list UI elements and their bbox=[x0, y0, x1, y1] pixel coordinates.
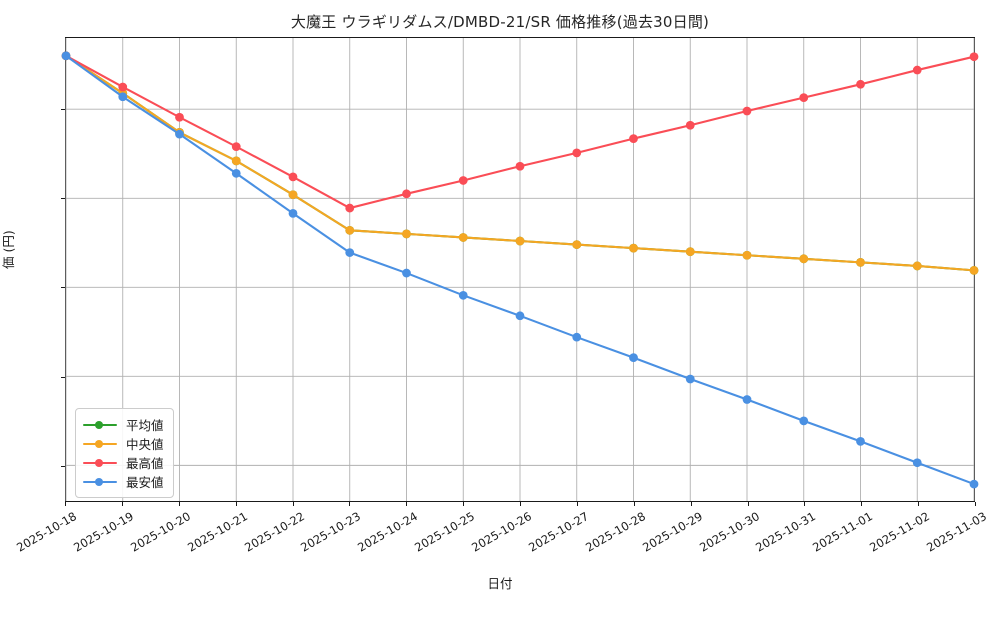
data-point bbox=[685, 374, 695, 384]
legend-item-平均値[interactable]: 平均値 bbox=[83, 415, 164, 434]
legend-swatch-icon bbox=[83, 419, 117, 431]
data-point bbox=[629, 243, 638, 253]
data-point bbox=[288, 190, 298, 200]
legend-label: 最高値 bbox=[126, 456, 164, 471]
data-point bbox=[799, 416, 809, 426]
data-point bbox=[856, 436, 865, 446]
x-axis-tick-mark bbox=[520, 502, 522, 506]
legend-swatch-icon bbox=[83, 476, 117, 488]
legend-swatch-icon bbox=[83, 438, 117, 450]
plot-area bbox=[61, 37, 979, 502]
data-point bbox=[458, 176, 468, 185]
data-point bbox=[231, 156, 241, 166]
x-axis-tick-mark bbox=[406, 502, 408, 506]
data-point bbox=[629, 134, 638, 143]
data-point bbox=[515, 311, 525, 321]
y-axis-tick-mark bbox=[61, 376, 65, 378]
x-axis-label: 日付 bbox=[487, 576, 513, 591]
data-point bbox=[515, 236, 525, 246]
data-point bbox=[515, 161, 525, 171]
data-point bbox=[118, 82, 128, 92]
x-axis-tick-mark bbox=[235, 502, 237, 506]
x-axis-tick-mark bbox=[463, 502, 465, 506]
data-point bbox=[175, 112, 184, 122]
data-series-layer bbox=[61, 51, 979, 489]
data-point bbox=[231, 142, 241, 152]
data-point bbox=[175, 129, 184, 139]
data-point bbox=[685, 247, 695, 257]
data-point bbox=[912, 65, 922, 75]
series-line bbox=[64, 54, 976, 210]
series-最安値 bbox=[61, 51, 979, 489]
data-point bbox=[856, 79, 865, 89]
data-point bbox=[458, 233, 468, 242]
data-point bbox=[345, 248, 355, 257]
data-point bbox=[912, 458, 922, 468]
x-axis-tick-mark bbox=[918, 502, 920, 506]
legend-label: 中央値 bbox=[126, 437, 164, 452]
data-point bbox=[742, 250, 752, 260]
x-axis-tick-mark bbox=[747, 502, 749, 506]
data-point bbox=[969, 266, 979, 275]
data-point bbox=[572, 332, 582, 342]
legend-item-中央値[interactable]: 中央値 bbox=[83, 434, 164, 453]
x-axis-tick-mark bbox=[292, 502, 294, 506]
price-history-chart-figure: 大魔王 ウラギリダムス/DMBD-21/SR 価格推移(過去30日間) 価 (円… bbox=[1, 13, 989, 591]
data-point bbox=[402, 189, 411, 199]
y-axis-tick-mark bbox=[61, 287, 65, 289]
chart-legend: 平均値中央値最高値最安値 bbox=[75, 408, 174, 498]
data-point bbox=[742, 106, 752, 116]
data-point bbox=[288, 209, 298, 218]
data-point bbox=[458, 290, 468, 300]
data-point bbox=[118, 92, 128, 102]
x-axis-tick-mark bbox=[576, 502, 578, 506]
series-line bbox=[64, 54, 976, 486]
chart-title: 大魔王 ウラギリダムス/DMBD-21/SR 価格推移(過去30日間) bbox=[290, 13, 710, 31]
legend-label: 平均値 bbox=[126, 418, 164, 433]
x-axis-tick-mark bbox=[804, 502, 806, 506]
x-axis-tick-mark bbox=[121, 502, 123, 506]
data-point bbox=[629, 353, 638, 363]
data-point bbox=[288, 172, 298, 182]
x-axis-tick-mark bbox=[65, 502, 67, 506]
data-point bbox=[572, 240, 582, 249]
x-axis-tick-mark bbox=[349, 502, 351, 506]
y-axis-tick-mark bbox=[61, 108, 65, 110]
x-axis-tick-mark bbox=[690, 502, 692, 506]
y-axis-tick-mark bbox=[61, 197, 65, 200]
legend-item-最安値[interactable]: 最安値 bbox=[83, 472, 164, 491]
x-axis-tick-mark bbox=[975, 502, 977, 506]
data-point bbox=[345, 203, 355, 213]
x-axis-tick-mark bbox=[633, 502, 635, 506]
data-point bbox=[402, 268, 411, 278]
y-axis-tick-mark bbox=[61, 466, 65, 468]
data-point bbox=[856, 257, 865, 267]
data-point bbox=[969, 479, 979, 489]
data-point bbox=[912, 261, 922, 271]
data-point bbox=[742, 395, 752, 404]
legend-item-最高値[interactable]: 最高値 bbox=[83, 453, 164, 472]
data-point bbox=[799, 93, 809, 103]
data-point bbox=[345, 225, 355, 235]
data-point bbox=[402, 229, 411, 239]
data-point bbox=[572, 148, 582, 158]
series-最高値 bbox=[61, 51, 979, 213]
data-point bbox=[969, 52, 979, 62]
x-axis-tick-mark bbox=[178, 502, 180, 506]
data-point bbox=[799, 254, 809, 264]
data-point bbox=[61, 51, 71, 61]
x-axis-tick-mark bbox=[861, 502, 863, 506]
legend-label: 最安値 bbox=[126, 475, 164, 490]
legend-swatch-icon bbox=[83, 457, 117, 469]
series-中央値 bbox=[61, 51, 979, 275]
data-point bbox=[231, 168, 241, 178]
y-axis-label: 価 (円) bbox=[1, 230, 16, 269]
data-point bbox=[685, 120, 695, 130]
